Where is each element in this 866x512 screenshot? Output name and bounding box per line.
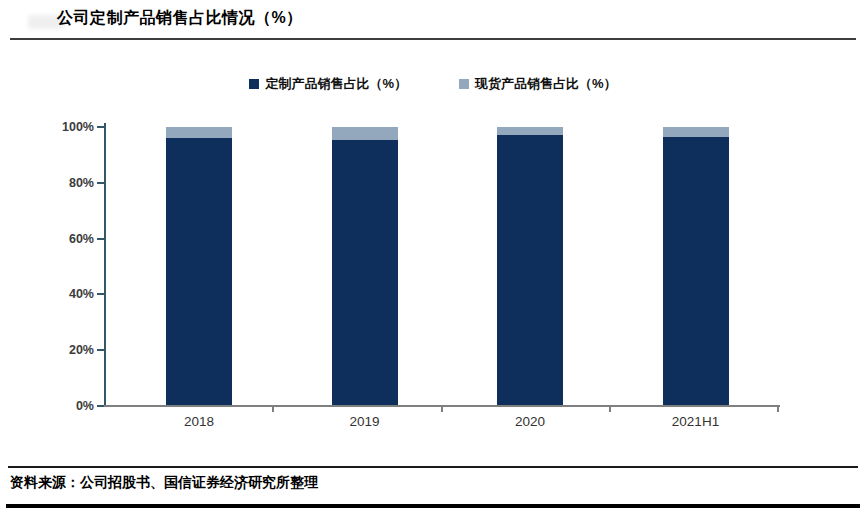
- y-axis-tick: [97, 238, 105, 240]
- x-axis-tick: [609, 407, 611, 412]
- source-note: 资料来源：公司招股书、国信证券经济研究所整理: [10, 474, 318, 492]
- bar-segment-custom-2019: [332, 140, 398, 406]
- source-divider: [8, 466, 858, 468]
- chart-area: 0% 20% 40% 60% 80% 100% 2018 2019 2020 2021H1: [0, 0, 866, 512]
- bar-segment-spot-2019: [332, 127, 398, 140]
- y-axis-tick: [97, 293, 105, 295]
- bar-segment-custom-2018: [166, 138, 232, 406]
- x-category-label: 2019: [320, 414, 410, 429]
- bar-2018: [166, 127, 232, 406]
- y-axis-tick: [97, 126, 105, 128]
- x-axis-tick: [272, 407, 274, 412]
- y-tick-label: 100%: [36, 119, 94, 135]
- bar-segment-spot-2018: [166, 127, 232, 138]
- report-figure-page: 公司定制产品销售占比情况（%） 定制产品销售占比（%）现货产品销售占比（%） 0…: [0, 0, 866, 512]
- y-axis-tick: [97, 182, 105, 184]
- page-bottom-rule: [6, 504, 860, 508]
- x-category-label: 2018: [154, 414, 244, 429]
- bar-segment-spot-2021H1: [663, 127, 729, 137]
- y-tick-label: 60%: [36, 231, 94, 247]
- bar-2021H1: [663, 127, 729, 406]
- y-tick-label: 0%: [36, 398, 94, 414]
- y-axis-tick: [97, 349, 105, 351]
- bar-segment-spot-2020: [497, 127, 563, 135]
- x-axis-tick: [441, 407, 443, 412]
- y-tick-label: 80%: [36, 175, 94, 191]
- x-category-label: 2020: [485, 414, 575, 429]
- y-tick-label: 40%: [36, 286, 94, 302]
- bar-2019: [332, 127, 398, 406]
- x-category-label: 2021H1: [651, 414, 741, 429]
- bar-segment-custom-2021H1: [663, 137, 729, 406]
- y-tick-label: 20%: [36, 342, 94, 358]
- bar-2020: [497, 127, 563, 406]
- bar-segment-custom-2020: [497, 135, 563, 406]
- x-axis-tick: [777, 407, 779, 412]
- plot-area: [105, 127, 778, 406]
- y-axis-line: [104, 123, 106, 407]
